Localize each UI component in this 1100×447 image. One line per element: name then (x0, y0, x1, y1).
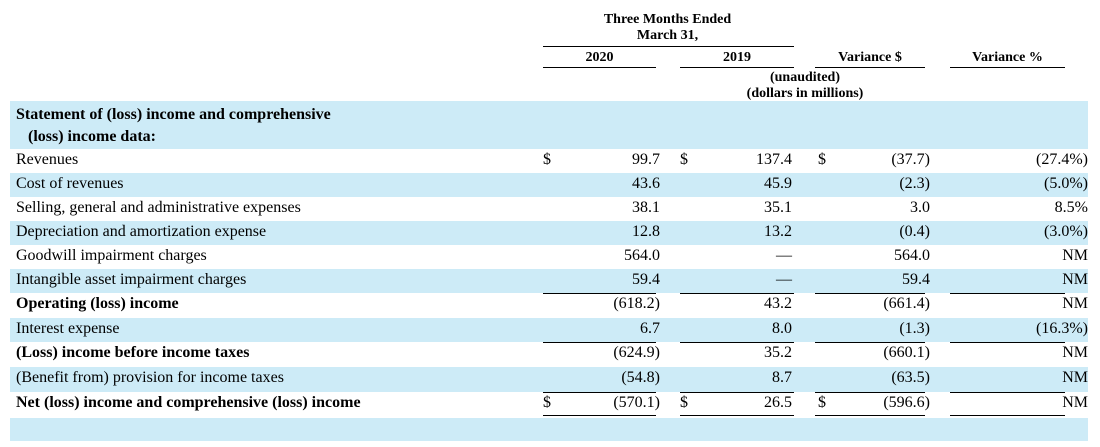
cell-value-2019: 26.5 (764, 394, 792, 411)
row-label-goodwill-impairment-charges: Goodwill impairment charges (16, 247, 207, 264)
cell-value-2019: 137.4 (756, 151, 792, 168)
subtotal-rule (680, 342, 794, 343)
cell-variance-percent: NM (1062, 344, 1088, 361)
subtotal-rule (543, 392, 656, 393)
table-row (10, 173, 1088, 197)
section-band (10, 101, 1088, 149)
cell-variance-dollar: (2.3) (899, 175, 930, 192)
cell-value-2019: 35.1 (764, 199, 792, 216)
cell-value-2020: 564.0 (624, 247, 660, 264)
column-header-2020: 2020 (585, 50, 614, 65)
row-label-benefit-from-provision-for-income-taxes: (Benefit from) provision for income taxe… (16, 369, 284, 386)
row-label-interest-expense: Interest expense (16, 320, 120, 337)
row-label-net-loss-income-and-comprehensive-loss-income: Net (loss) income and comprehensive (los… (16, 394, 361, 411)
row-label-loss-income-before-income-taxes: (Loss) income before income taxes (16, 344, 250, 361)
cell-variance-dollar: (37.7) (891, 151, 930, 168)
cell-value-2019: 13.2 (764, 223, 792, 240)
column-rule-variance-percent (950, 67, 1065, 68)
table-row (10, 367, 1088, 392)
cell-variance-percent: NM (1062, 247, 1088, 264)
cell-variance-percent: (3.0%) (1044, 223, 1088, 240)
dollar-sign: $ (543, 151, 551, 168)
cell-value-2019: — (776, 247, 792, 264)
subtotal-rule (680, 392, 794, 393)
row-label-depreciation-and-amortization-expense: Depreciation and amortization expense (16, 223, 267, 240)
cell-variance-dollar: (596.6) (883, 394, 930, 411)
unaudited-note: (unaudited) (769, 70, 841, 85)
cell-variance-dollar: 564.0 (894, 247, 930, 264)
column-header-2019: 2019 (723, 50, 751, 65)
dollar-sign: $ (680, 151, 688, 168)
cell-value-2019: 8.0 (772, 320, 792, 337)
row-label-revenues: Revenues (16, 151, 79, 168)
subtotal-rule (815, 342, 925, 343)
dollar-sign: $ (680, 394, 688, 411)
dollar-sign: $ (818, 394, 826, 411)
cell-value-2020: 6.7 (640, 320, 660, 337)
cell-variance-dollar: (63.5) (891, 369, 930, 386)
table-row (10, 221, 1088, 245)
section-title-line1: Statement of (loss) income and comprehen… (16, 106, 331, 123)
subtotal-rule (543, 342, 656, 343)
column-header-variance-percent: Variance % (972, 50, 1043, 65)
row-label-selling-general-and-administrative-expenses: Selling, general and administrative expe… (16, 199, 301, 216)
cell-variance-dollar: (0.4) (899, 223, 930, 240)
section-title-line2: (loss) income data: (28, 128, 156, 145)
cell-value-2020: (624.9) (613, 344, 660, 361)
cell-value-2020: (54.8) (621, 369, 660, 386)
table-footer-band (10, 418, 1088, 441)
subtotal-rule (543, 293, 656, 294)
cell-value-2020: (618.2) (613, 295, 660, 312)
column-rule-2020 (543, 67, 656, 68)
cell-variance-percent: NM (1062, 369, 1088, 386)
column-rule-2019 (680, 67, 794, 68)
cell-variance-percent: (27.4%) (1036, 151, 1088, 168)
cell-variance-dollar: 59.4 (902, 271, 930, 288)
cell-value-2019: 45.9 (764, 175, 792, 192)
period-header-line1: Three Months Ended (603, 12, 732, 27)
cell-variance-percent: NM (1062, 271, 1088, 288)
column-rule-variance-dollar (815, 67, 925, 68)
row-label-intangible-asset-impairment-charges: Intangible asset impairment charges (16, 271, 247, 288)
row-label-operating-loss-income: Operating (loss) income (16, 295, 179, 312)
cell-variance-dollar: (661.4) (883, 295, 930, 312)
cell-variance-dollar: (660.1) (883, 344, 930, 361)
cell-value-2020: 99.7 (632, 151, 660, 168)
cell-value-2019: 43.2 (764, 295, 792, 312)
cell-variance-percent: NM (1062, 295, 1088, 312)
cell-variance-percent: 8.5% (1054, 199, 1088, 216)
row-label-cost-of-revenues: Cost of revenues (16, 175, 124, 192)
cell-value-2019: 8.7 (772, 369, 792, 386)
table-row (10, 269, 1088, 293)
cell-variance-percent: NM (1062, 394, 1088, 411)
subtotal-rule (950, 342, 1065, 343)
period-header-rule (543, 46, 794, 47)
subtotal-rule (950, 392, 1065, 393)
cell-variance-dollar: 3.0 (910, 199, 930, 216)
subtotal-rule (815, 392, 925, 393)
cell-value-2019: 35.2 (764, 344, 792, 361)
cell-value-2019: — (776, 271, 792, 288)
cell-value-2020: 12.8 (632, 223, 660, 240)
dollar-sign: $ (543, 394, 551, 411)
cell-value-2020: (570.1) (613, 394, 660, 411)
units-note: (dollars in millions) (746, 86, 864, 101)
cell-value-2020: 59.4 (632, 271, 660, 288)
cell-value-2020: 38.1 (632, 199, 660, 216)
dollar-sign: $ (818, 151, 826, 168)
cell-variance-percent: (16.3%) (1036, 320, 1088, 337)
subtotal-rule (950, 293, 1065, 294)
column-header-variance-dollar: Variance $ (838, 50, 902, 65)
cell-variance-dollar: (1.3) (899, 320, 930, 337)
table-row (10, 318, 1088, 342)
subtotal-rule (680, 293, 794, 294)
period-header-line2: March 31, (636, 28, 699, 43)
subtotal-rule (815, 293, 925, 294)
cell-variance-percent: (5.0%) (1044, 175, 1088, 192)
cell-value-2020: 43.6 (632, 175, 660, 192)
